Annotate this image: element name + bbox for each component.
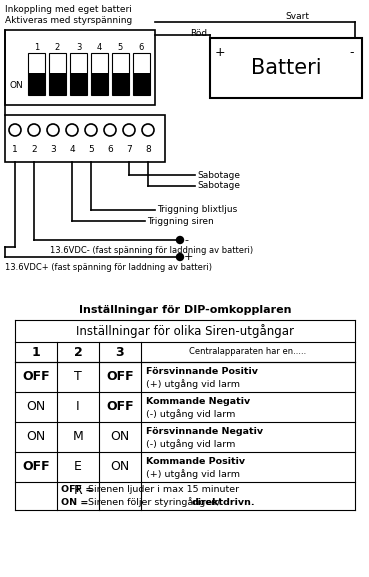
Bar <box>210 38 362 98</box>
Text: 7: 7 <box>126 145 132 155</box>
Text: Försvinnande Positiv: Försvinnande Positiv <box>146 366 258 376</box>
Text: 4: 4 <box>69 145 75 155</box>
Text: (+) utgång vid larm: (+) utgång vid larm <box>146 469 240 479</box>
Text: 13.6VDC+ (fast spänning för laddning av batteri): 13.6VDC+ (fast spänning för laddning av … <box>5 263 212 272</box>
Bar <box>133 53 150 95</box>
Text: direktdrivn.: direktdrivn. <box>192 497 256 507</box>
Bar <box>49 53 66 95</box>
Text: OFF: OFF <box>22 370 50 384</box>
Text: 6: 6 <box>139 43 144 53</box>
Text: 5: 5 <box>118 43 123 53</box>
Circle shape <box>9 124 21 136</box>
Bar <box>5 30 155 105</box>
Text: Sabotage: Sabotage <box>197 170 240 179</box>
Text: 8: 8 <box>145 145 151 155</box>
Text: Sabotage: Sabotage <box>197 182 240 190</box>
Text: OFF =: OFF = <box>61 485 93 493</box>
Text: 6: 6 <box>107 145 113 155</box>
Text: Batteri: Batteri <box>251 58 321 78</box>
Text: +: + <box>184 252 193 262</box>
Text: E: E <box>74 460 82 474</box>
Circle shape <box>66 124 78 136</box>
Text: 4: 4 <box>97 43 102 53</box>
Bar <box>112 73 129 95</box>
Text: (+) utgång vid larm: (+) utgång vid larm <box>146 379 240 389</box>
Text: Svart: Svart <box>285 12 309 21</box>
Bar <box>112 53 129 95</box>
Bar <box>70 73 87 95</box>
Circle shape <box>47 124 59 136</box>
Text: ON: ON <box>26 430 46 444</box>
Text: 1: 1 <box>34 43 39 53</box>
Text: T: T <box>74 370 82 384</box>
Text: 2: 2 <box>31 145 37 155</box>
Text: 5: 5 <box>88 145 94 155</box>
Text: Triggning siren: Triggning siren <box>147 216 214 226</box>
Text: I: I <box>76 400 80 414</box>
Text: 1: 1 <box>32 346 40 358</box>
Circle shape <box>176 253 183 260</box>
Text: Triggning blixtljus: Triggning blixtljus <box>157 205 237 215</box>
Text: -: - <box>184 235 188 245</box>
Circle shape <box>85 124 97 136</box>
Text: Kommande Positiv: Kommande Positiv <box>146 456 245 466</box>
Bar <box>133 73 150 95</box>
Text: 2: 2 <box>74 346 82 358</box>
Circle shape <box>123 124 135 136</box>
Text: Sirenen följer styringången/: Sirenen följer styringången/ <box>88 497 220 507</box>
Bar <box>5 115 165 162</box>
Text: Centralapparaten har en.....: Centralapparaten har en..... <box>189 347 307 357</box>
Bar <box>28 73 45 95</box>
Text: Inkoppling med eget batteri: Inkoppling med eget batteri <box>5 5 132 14</box>
Circle shape <box>28 124 40 136</box>
Text: ON: ON <box>110 460 130 474</box>
Bar <box>91 73 108 95</box>
Text: ON: ON <box>26 400 46 414</box>
Text: R: R <box>74 484 82 497</box>
Text: 13.6VDC- (fast spänning för laddning av batteri): 13.6VDC- (fast spänning för laddning av … <box>50 246 253 255</box>
Text: Inställningar för olika Siren-utgångar: Inställningar för olika Siren-utgångar <box>76 324 294 338</box>
Text: 1: 1 <box>12 145 18 155</box>
Bar <box>49 73 66 95</box>
Text: 3: 3 <box>116 346 124 358</box>
Text: ON: ON <box>110 430 130 444</box>
Text: (-) utgång vid larm: (-) utgång vid larm <box>146 439 235 449</box>
Text: OFF: OFF <box>22 460 50 474</box>
Text: -: - <box>350 46 354 59</box>
Text: ON =: ON = <box>61 497 88 507</box>
Text: Sirenen ljuder i max 15 minuter: Sirenen ljuder i max 15 minuter <box>88 485 239 493</box>
Circle shape <box>104 124 116 136</box>
Text: Kommande Negativ: Kommande Negativ <box>146 396 250 406</box>
Text: M: M <box>73 430 83 444</box>
Text: ON: ON <box>10 81 24 89</box>
Text: (-) utgång vid larm: (-) utgång vid larm <box>146 409 235 419</box>
Bar <box>91 53 108 95</box>
Text: Försvinnande Negativ: Försvinnande Negativ <box>146 426 263 436</box>
Text: +: + <box>215 46 225 59</box>
Bar <box>28 53 45 95</box>
Text: 2: 2 <box>55 43 60 53</box>
Text: 3: 3 <box>76 43 81 53</box>
Circle shape <box>176 237 183 243</box>
Text: Inställningar för DIP-omkopplaren: Inställningar för DIP-omkopplaren <box>79 305 291 315</box>
Text: Aktiveras med styrspänning: Aktiveras med styrspänning <box>5 16 132 25</box>
Text: 3: 3 <box>50 145 56 155</box>
Text: OFF: OFF <box>106 370 134 384</box>
Text: Röd: Röd <box>190 29 207 38</box>
Circle shape <box>142 124 154 136</box>
Bar <box>70 53 87 95</box>
Text: OFF: OFF <box>106 400 134 414</box>
